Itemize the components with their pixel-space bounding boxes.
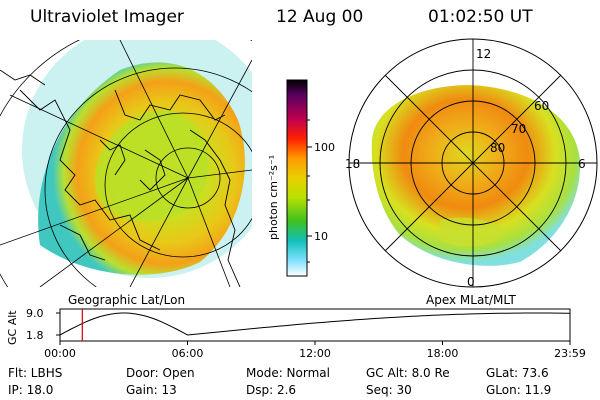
altitude-curve <box>59 312 571 336</box>
mlt-label-0: 0 <box>467 275 475 289</box>
mlt-label-18: 18 <box>345 157 360 171</box>
magnetic-image <box>348 38 598 288</box>
instrument-title: Ultraviolet Imager <box>30 7 184 27</box>
mlat-label-80: 80 <box>490 141 505 155</box>
info-door: Door: Open <box>126 366 195 380</box>
info-mode: Mode: Normal <box>246 366 330 380</box>
info-glat: GLat: 73.6 <box>486 366 549 380</box>
time-tick-label: 23:59 <box>554 347 586 360</box>
time-tick-label: 06:00 <box>172 347 204 360</box>
geo-grid <box>0 40 252 287</box>
alt-axis-label: GC Alt <box>6 310 19 345</box>
mlt-label-6: 6 <box>578 157 586 171</box>
magnetic-caption: Apex MLat/MLT <box>426 293 516 307</box>
coastlines <box>0 69 241 287</box>
alt-tick-min: 1.8 <box>26 329 44 342</box>
info-gain: Gain: 13 <box>126 383 177 397</box>
altitude-plot-frame <box>59 308 571 342</box>
colorbar-unit-label: photon cm⁻²s⁻¹ <box>267 155 280 240</box>
info-glon: GLon: 11.9 <box>486 383 552 397</box>
info-filter: Flt: LBHS <box>8 366 63 380</box>
geographic-image <box>0 40 252 287</box>
image-date: 12 Aug 00 <box>276 7 364 27</box>
mlt-label-12: 12 <box>476 47 491 61</box>
image-time: 01:02:50 UT <box>428 7 533 27</box>
altitude-plot: 00:00 06:00 12:00 18:00 23:59 9.0 1.8 GC Alt <box>6 307 586 360</box>
info-seq: Seq: 30 <box>366 383 412 397</box>
time-tick-label: 12:00 <box>299 347 331 360</box>
time-tick-label: 18:00 <box>427 347 459 360</box>
colorbar-tick-100: 100 <box>314 141 335 154</box>
mlat-grid <box>349 39 597 287</box>
mlat-label-70: 70 <box>511 122 526 136</box>
time-tick-label: 00:00 <box>44 347 76 360</box>
geographic-caption: Geographic Lat/Lon <box>68 293 186 307</box>
mlat-label-60: 60 <box>534 99 549 113</box>
colorbar <box>286 79 308 277</box>
colorbar-tick-10: 10 <box>314 230 328 243</box>
alt-tick-max: 9.0 <box>26 307 44 320</box>
info-gc-alt: GC Alt: 8.0 Re <box>366 366 450 380</box>
info-dsp: Dsp: 2.6 <box>246 383 297 397</box>
info-ip: IP: 18.0 <box>8 383 54 397</box>
